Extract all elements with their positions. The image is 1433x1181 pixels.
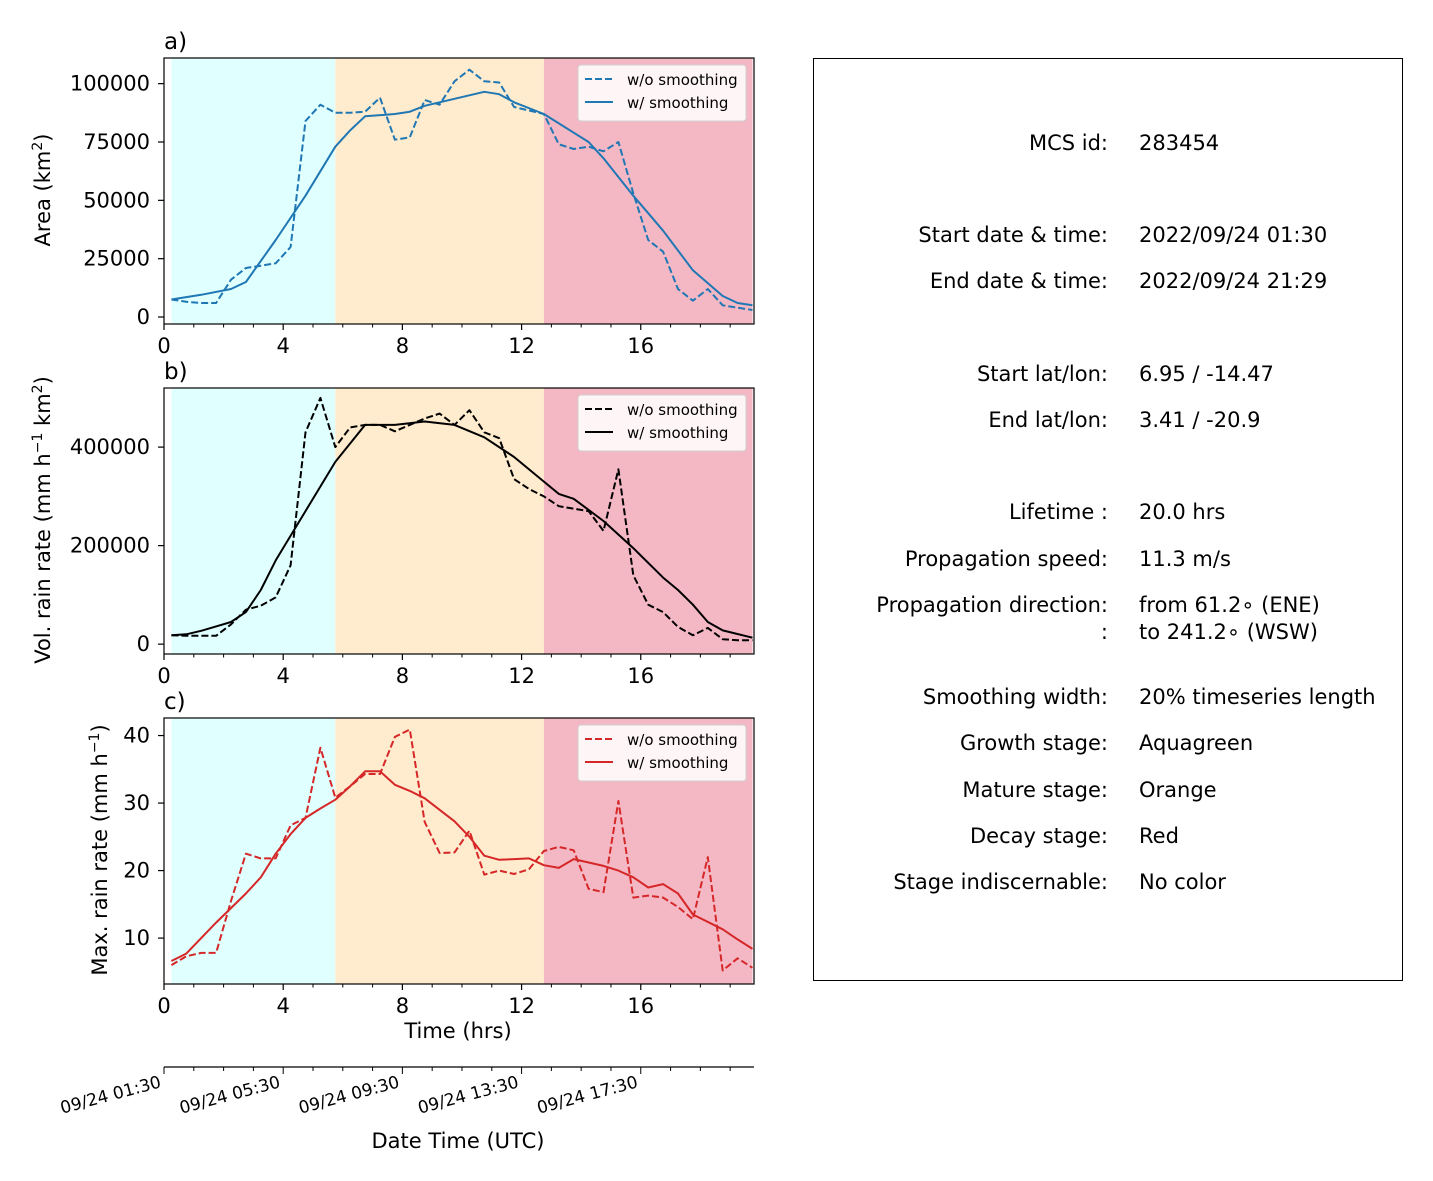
x-tick-label: 0 [157,994,170,1018]
info-value: Red [1139,824,1179,848]
date-tick-label: 09/24 13:30 [416,1073,521,1119]
panel-label-b: b) [164,359,188,385]
x-tick-label: 4 [277,334,290,358]
x-tick-label: 0 [157,664,170,688]
info-label: End lat/lon: [988,408,1108,432]
info-value: 11.3 m/s [1139,547,1231,571]
y-tick-label: 75000 [83,130,150,154]
panel-c: 0 4 8 12 16 10 20 30 40 w/o smoothing w/ smoothing [123,717,755,1018]
info-value: No color [1139,870,1226,894]
legend-label: w/o smoothing [627,401,738,419]
y-tick-label: 50000 [83,188,150,212]
info-label: Lifetime : [1008,500,1108,524]
info-label: Growth stage: [959,731,1108,755]
y-tick-label: 200000 [70,534,150,558]
panel-a: 0 4 8 12 16 0 25000 50000 75000 100000 w/o smoothi… [70,57,755,358]
info-value: to 241.2∘ (WSW) [1139,620,1318,644]
info-label: Decay stage: [970,824,1108,848]
stage-band-mature [335,58,544,324]
panel-b: 0 4 8 12 16 0 200000 400000 w/o smoothing w/ smoo… [70,387,755,688]
info-value: 6.95 / -14.47 [1139,362,1274,386]
y-tick-label: 100000 [70,72,150,96]
axes-frame [163,717,755,985]
x-tick-label: 8 [396,664,409,688]
legend-box [577,64,747,122]
legend-label: w/o smoothing [627,71,738,89]
stage-band-mature [335,388,544,654]
date-tick-label: 09/24 01:30 [58,1073,163,1119]
y-tick-label: 40 [123,724,150,748]
y-axis-title-area: Area (km2) [30,134,55,247]
x-tick-label: 12 [508,664,535,688]
series-line-raw [171,396,753,642]
legend: w/o smoothing w/ smoothing [577,64,747,122]
info-label: Stage indiscernable: [893,870,1108,894]
legend: w/o smoothing w/ smoothing [577,724,747,782]
x-tick-label: 12 [508,994,535,1018]
y-tick-label: 25000 [83,247,150,271]
info-label: Propagation speed: [904,547,1108,571]
y-axis-title-volrain: Vol. rain rate (mm h−1 km2) [30,376,55,664]
y-tick-label: 400000 [70,435,150,459]
info-value: 3.41 / -20.9 [1139,408,1261,432]
info-value: Aquagreen [1139,731,1254,755]
info-label: Mature stage: [962,778,1108,802]
info-value: 20% timeseries length [1139,685,1376,709]
x-tick-label: 4 [277,664,290,688]
x-axis-title-time: Time (hrs) [403,1019,511,1043]
legend-box [577,724,747,782]
legend-box [577,394,747,452]
info-value: from 61.2∘ (ENE) [1139,593,1320,617]
date-axis: 09/24 01:30 09/24 05:30 09/24 09:30 09/24 1… [58,1066,754,1119]
y-tick-label: 30 [123,791,150,815]
y-axis-title-maxrain: Max. rain rate (mm h−1) [87,724,112,975]
x-axis-title-date: Date Time (UTC) [372,1129,545,1153]
info-label: Start lat/lon: [976,362,1108,386]
y-tick-label: 0 [137,632,150,656]
series-line-raw [170,728,754,972]
series-line-smoothed [171,420,753,639]
panel-label-c: c) [164,689,186,715]
info-label: End date & time: [929,269,1108,293]
info-value: Orange [1139,778,1217,802]
axes-frame [163,57,755,325]
info-label: Start date & time: [918,223,1108,247]
legend: w/o smoothing w/ smoothing [577,394,747,452]
info-value: 2022/09/24 01:30 [1139,223,1328,247]
series-line-smoothed [170,770,754,962]
panel-label-a: a) [164,29,187,55]
x-tick-label: 8 [396,994,409,1018]
date-tick-label: 09/24 17:30 [535,1073,640,1119]
legend-label: w/ smoothing [627,94,728,112]
x-tick-label: 4 [277,994,290,1018]
legend-label: w/ smoothing [627,424,728,442]
y-tick-label: 20 [123,859,150,883]
legend-label: w/ smoothing [627,754,728,772]
info-label: Smoothing width: [922,685,1108,709]
info-value: 2022/09/24 21:29 [1139,269,1328,293]
legend-label: w/o smoothing [627,731,738,749]
stage-band-growth [171,388,336,654]
date-tick-label: 09/24 09:30 [297,1073,402,1119]
x-tick-label: 0 [157,334,170,358]
info-label: MCS id: [1028,131,1108,155]
info-label: : [1100,620,1108,644]
stage-band-growth [171,58,336,324]
series-line-raw [171,68,753,311]
x-tick-label: 12 [508,334,535,358]
x-tick-label: 16 [627,664,654,688]
info-label: Propagation direction: [876,593,1108,617]
x-tick-label: 16 [627,994,654,1018]
y-tick-label: 0 [137,305,150,329]
info-value: 283454 [1139,131,1220,155]
date-tick-label: 09/24 05:30 [177,1073,282,1119]
y-tick-label: 10 [123,926,150,950]
info-value: 20.0 hrs [1139,500,1226,524]
x-tick-label: 8 [396,334,409,358]
axes-frame [163,387,755,655]
info-panel: MCS id: 283454 Start date & time: 2022/09/2… [813,58,1403,981]
x-tick-label: 16 [627,334,654,358]
series-line-smoothed [171,90,753,307]
